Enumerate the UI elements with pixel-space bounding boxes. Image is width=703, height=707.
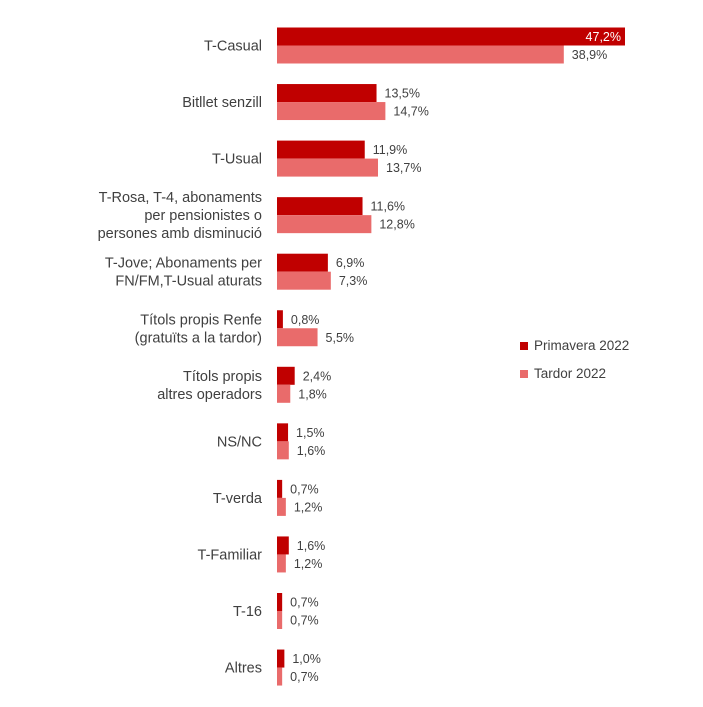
bar-tardor — [277, 45, 564, 64]
value-label: 6,9% — [336, 256, 365, 270]
bar-tardor — [277, 328, 318, 347]
value-label: 38,9% — [572, 48, 607, 62]
value-label: 2,4% — [303, 369, 332, 383]
category-label: T-16 — [233, 604, 262, 620]
category-label: Altres — [225, 661, 262, 677]
legend-swatch — [520, 342, 528, 350]
legend: Primavera 2022 Tardor 2022 — [520, 338, 629, 381]
bar-primavera — [277, 366, 295, 385]
value-label: 14,7% — [393, 105, 428, 119]
category-label: T-verda — [213, 491, 263, 507]
bar-primavera — [277, 310, 283, 329]
value-label: 1,5% — [296, 426, 325, 440]
bar-tardor — [277, 384, 291, 403]
value-label: 13,7% — [386, 161, 421, 175]
value-label: 0,7% — [290, 614, 319, 628]
bar-primavera — [277, 140, 365, 159]
category-label-line: T-Familiar — [198, 547, 263, 563]
category-label-line: Títols propis — [183, 369, 262, 385]
bar-primavera — [277, 423, 289, 442]
category-label: T-Familiar — [198, 547, 263, 563]
legend-item: Primavera 2022 — [520, 338, 629, 353]
category-label: T-Usual — [212, 152, 262, 168]
category-label-line: T-Jove; Abonaments per — [105, 256, 262, 272]
labels-layer: T-Casual 47,2% 38,9% Bitllet senzill 13,5% 14… — [98, 30, 621, 684]
value-label: 1,2% — [294, 557, 323, 571]
bar-tardor — [277, 554, 286, 573]
legend-label: Tardor 2022 — [534, 366, 606, 381]
category-label-line: T-Rosa, T-4, abonaments — [99, 190, 262, 206]
category-label-line: Altres — [225, 661, 262, 677]
value-label: 1,2% — [294, 500, 323, 514]
category-label-line: persones amb disminució — [98, 226, 262, 242]
category-label: T-Rosa, T-4, abonaments per pensionistes … — [98, 190, 262, 242]
legend-item: Tardor 2022 — [520, 366, 606, 381]
bar-tardor — [277, 215, 372, 234]
category-label-line: T-16 — [233, 604, 262, 620]
category-label: Títols propis Renfe (gratuïts a la tardor… — [135, 312, 262, 346]
value-label: 12,8% — [379, 218, 414, 232]
category-label-line: T-Casual — [204, 39, 262, 55]
category-label-line: T-verda — [213, 491, 263, 507]
category-label: NS/NC — [217, 434, 262, 450]
legend-label: Primavera 2022 — [534, 338, 629, 353]
value-label: 47,2% — [586, 30, 621, 44]
value-label: 7,3% — [339, 274, 368, 288]
value-label: 0,7% — [290, 482, 319, 496]
value-label: 11,9% — [373, 143, 408, 157]
legend-swatch — [520, 370, 528, 378]
bar-primavera — [277, 479, 283, 498]
category-label-line: Títols propis Renfe — [140, 312, 262, 328]
value-label: 0,8% — [291, 313, 320, 327]
bar-tardor — [277, 667, 283, 686]
value-label: 5,5% — [326, 331, 355, 345]
category-label: T-Casual — [204, 39, 262, 55]
bar-primavera — [277, 27, 625, 46]
bars-layer — [277, 27, 625, 686]
category-label: Títols propis altres operadors — [157, 369, 262, 403]
bar-primavera — [277, 84, 377, 103]
bar-tardor — [277, 441, 289, 460]
category-label-line: altres operadors — [157, 387, 262, 403]
category-label-line: T-Usual — [212, 152, 262, 168]
value-label: 0,7% — [290, 670, 319, 684]
bar-primavera — [277, 536, 289, 555]
category-label: Bitllet senzill — [182, 95, 262, 111]
bar-tardor — [277, 102, 386, 121]
value-label: 1,0% — [292, 652, 321, 666]
category-label-line: Bitllet senzill — [182, 95, 262, 111]
bar-primavera — [277, 593, 283, 611]
bar-primavera — [277, 649, 285, 668]
bar-tardor — [277, 497, 286, 516]
category-label-line: (gratuïts a la tardor) — [135, 330, 262, 346]
bar-tardor — [277, 271, 331, 290]
value-label: 0,7% — [290, 596, 319, 610]
value-label: 1,6% — [297, 444, 326, 458]
value-label: 13,5% — [385, 87, 420, 101]
category-label: T-Jove; Abonaments per FN/FM,T-Usual atur… — [105, 256, 262, 290]
category-label-line: NS/NC — [217, 434, 262, 450]
category-label-line: per pensionistes o — [144, 208, 262, 224]
bar-tardor — [277, 158, 379, 177]
bar-primavera — [277, 197, 363, 216]
category-label-line: FN/FM,T-Usual aturats — [115, 274, 262, 290]
value-label: 1,6% — [297, 539, 326, 553]
value-label: 1,8% — [298, 387, 327, 401]
bar-tardor — [277, 611, 283, 629]
value-label: 11,6% — [371, 200, 406, 214]
bar-primavera — [277, 253, 328, 272]
